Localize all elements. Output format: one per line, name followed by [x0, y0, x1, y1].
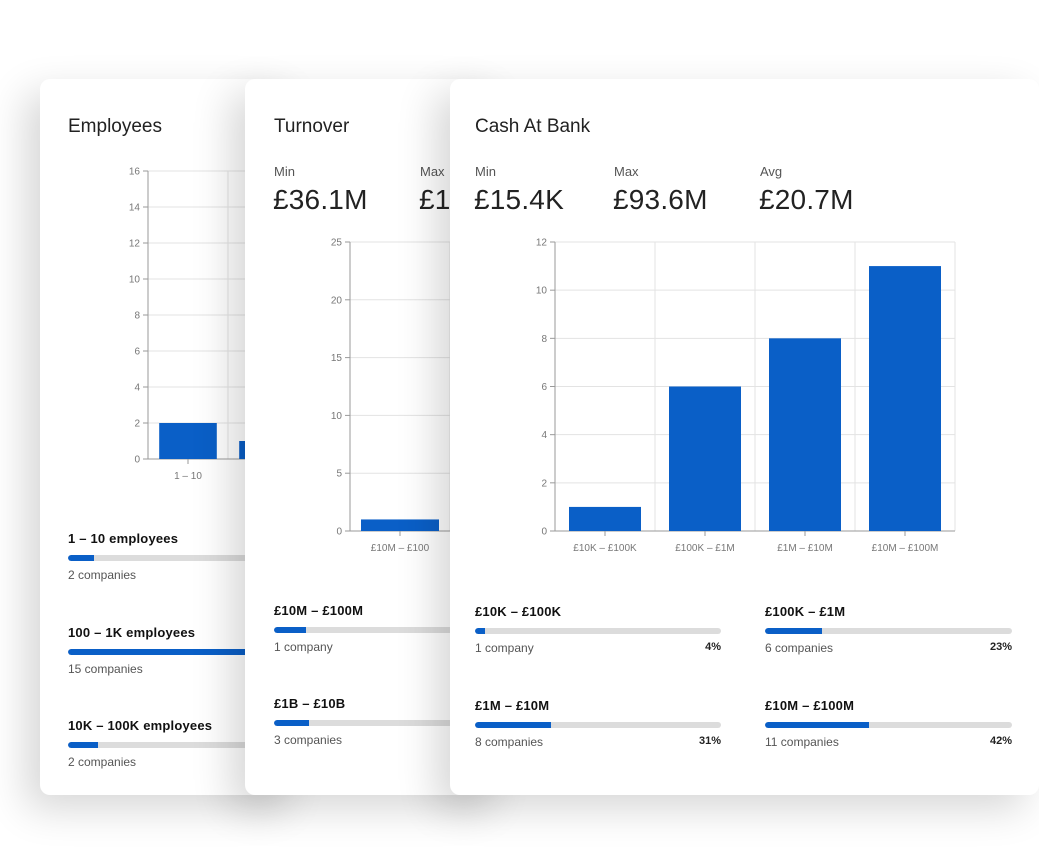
cash-item-percent: 31% — [698, 735, 721, 747]
cash-xtick-label: £10K – £100K — [573, 543, 637, 554]
employees-item-bar — [68, 649, 300, 655]
turnover-item-0[interactable]: £10M – £100M 1 company — [274, 603, 505, 654]
cash-ytick-label: 8 — [541, 334, 547, 345]
cash-item-count: 6 companies — [765, 641, 834, 655]
cash-item-count: 1 company — [475, 641, 534, 655]
cash-item-bar — [475, 628, 721, 634]
employees-xtick-label: 1 – 10 — [174, 471, 202, 482]
cash-chart: 0 2 4 6 8 10 12 £10K – £100K £100K – £1M £1M – £1… — [536, 238, 956, 554]
cash-item-label: £1M – £10M — [475, 698, 550, 713]
cash-item-0[interactable]: £10K – £100K 1 company 4% — [475, 604, 721, 655]
turnover-max-value: £1 — [419, 184, 451, 215]
turnover-min-value: £36.1M — [273, 184, 368, 215]
cash-ytick-label: 0 — [541, 527, 547, 538]
turnover-xtick-label: £10M – £100 — [371, 543, 430, 554]
cash-item-fill — [475, 628, 485, 634]
cash-ytick-label: 6 — [541, 382, 547, 393]
employees-item-label: 1 – 10 employees — [68, 531, 179, 546]
cash-item-count: 11 companies — [765, 735, 839, 749]
cash-item-fill — [475, 722, 552, 728]
cash-item-label: £100K – £1M — [765, 604, 846, 619]
turnover-ytick-label: 5 — [336, 469, 342, 480]
turnover-ytick-label: 25 — [331, 238, 343, 249]
employees-ytick-label: 4 — [134, 383, 140, 394]
cash-ytick-label: 2 — [541, 478, 547, 489]
cash-bar[interactable] — [869, 266, 941, 531]
cash-bar[interactable] — [769, 338, 841, 531]
employees-item-label: 100 – 1K employees — [68, 625, 196, 640]
cash-item-fill — [765, 722, 869, 728]
employees-ytick-label: 0 — [134, 455, 140, 466]
turnover-bar[interactable] — [361, 519, 439, 531]
cash-item-bar — [475, 722, 721, 728]
cash-min-value: £15.4K — [474, 184, 564, 215]
turnover-item-bar — [274, 627, 505, 633]
turnover-ytick-label: 10 — [331, 411, 343, 422]
cash-avg-value: £20.7M — [759, 184, 854, 215]
cash-xtick-label: £10M – £100M — [872, 543, 939, 554]
turnover-ytick-label: 20 — [331, 295, 343, 306]
turnover-item-label: £1B – £10B — [274, 696, 346, 711]
cash-max-value: £93.6M — [613, 184, 708, 215]
turnover-ytick-label: 15 — [331, 353, 343, 364]
cash-item-1[interactable]: £100K – £1M 6 companies 23% — [765, 604, 1012, 655]
cash-item-label: £10M – £100M — [765, 698, 855, 713]
employees-ytick-label: 10 — [129, 275, 141, 286]
employees-item-count: 15 companies — [68, 662, 143, 676]
employees-ytick-label: 2 — [134, 419, 140, 430]
employees-item-fill — [68, 555, 94, 561]
employees-item-1[interactable]: 100 – 1K employees 15 companies — [68, 625, 300, 676]
employees-title: Employees — [68, 116, 162, 137]
cash-title: Cash At Bank — [475, 116, 591, 137]
employees-bar[interactable] — [159, 423, 217, 459]
cash-item-bar — [765, 722, 1012, 728]
turnover-item-count: 3 companies — [274, 733, 343, 747]
cash-item-2[interactable]: £1M – £10M 8 companies 31% — [475, 698, 721, 749]
cash-item-fill — [765, 628, 822, 634]
cash-item-3[interactable]: £10M – £100M 11 companies 42% — [765, 698, 1012, 749]
cash-bar[interactable] — [569, 506, 641, 531]
employees-item-bar — [68, 742, 300, 748]
cash-min-label: Min — [475, 164, 496, 179]
cash-xtick-label: £1M – £10M — [777, 543, 833, 554]
turnover-item-bar — [274, 720, 505, 726]
cash-avg-label: Avg — [760, 164, 783, 179]
turnover-item-1[interactable]: £1B – £10B 3 companies — [274, 696, 505, 747]
cash-item-percent: 42% — [989, 735, 1012, 747]
cash-item-percent: 4% — [705, 641, 721, 653]
turnover-max-label: Max — [420, 164, 445, 179]
employees-ytick-label: 12 — [129, 239, 141, 250]
cash-max-label: Max — [614, 164, 639, 179]
turnover-item-count: 1 company — [274, 640, 333, 654]
employees-item-label: 10K – 100K employees — [68, 718, 213, 733]
cash-item-label: £10K – £100K — [475, 604, 562, 619]
cash-xtick-label: £100K – £1M — [675, 543, 735, 554]
turnover-ytick-label: 0 — [336, 527, 342, 538]
turnover-min-label: Min — [274, 164, 295, 179]
cash-card: Cash At Bank Min £15.4K Max £93.6M Avg £… — [450, 79, 1039, 795]
turnover-title: Turnover — [274, 116, 350, 137]
turnover-item-label: £10M – £100M — [274, 603, 364, 618]
employees-ytick-label: 16 — [129, 167, 141, 178]
employees-item-fill — [68, 742, 99, 748]
cash-ytick-label: 10 — [536, 286, 548, 297]
cash-item-bar — [765, 628, 1012, 634]
employees-ytick-label: 8 — [134, 311, 140, 322]
employees-item-fill — [68, 649, 266, 655]
turnover-item-fill — [274, 627, 307, 633]
employees-item-0[interactable]: 1 – 10 employees 2 companies — [68, 531, 300, 582]
cash-item-percent: 23% — [989, 641, 1012, 653]
employees-item-count: 2 companies — [68, 755, 137, 769]
employees-item-2[interactable]: 10K – 100K employees 2 companies — [68, 718, 300, 769]
cash-ytick-label: 12 — [536, 238, 548, 249]
cash-bar[interactable] — [669, 386, 741, 532]
employees-ytick-label: 6 — [134, 347, 140, 358]
employees-item-bar — [68, 555, 300, 561]
cash-item-count: 8 companies — [475, 735, 544, 749]
employees-ytick-label: 14 — [129, 203, 141, 214]
turnover-item-fill — [274, 720, 309, 726]
cash-ytick-label: 4 — [541, 430, 547, 441]
employees-item-count: 2 companies — [68, 568, 137, 582]
